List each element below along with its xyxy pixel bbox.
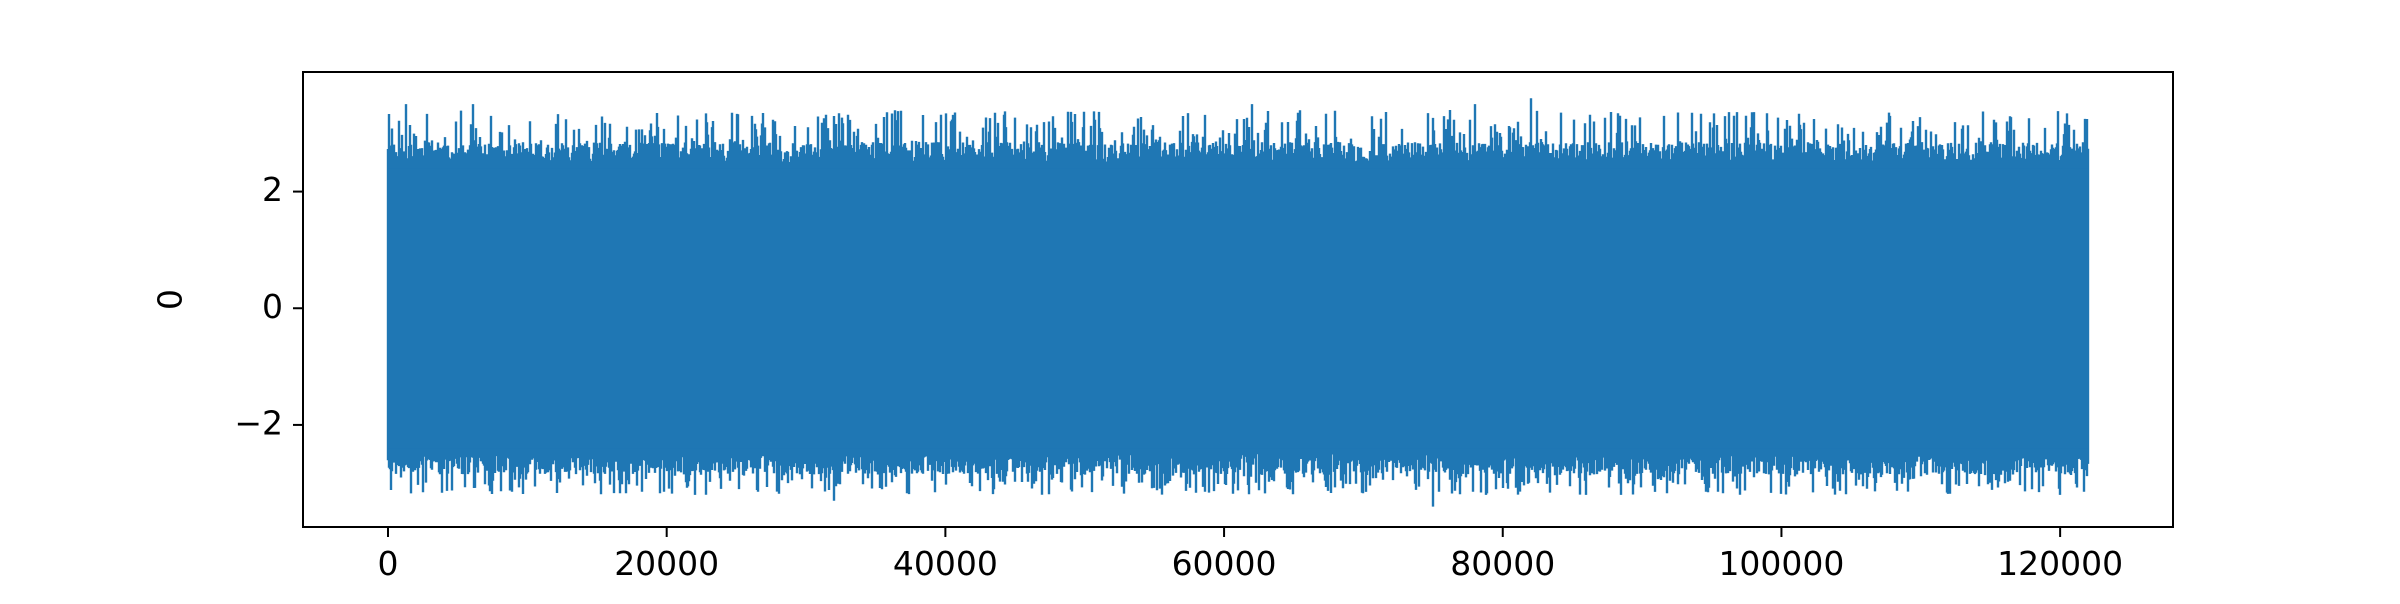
x-tick-label: 20000 (614, 544, 719, 583)
y-axis: −2 0 2 (234, 170, 303, 442)
series-core-band (388, 168, 2088, 449)
y-tick-label: 2 (262, 170, 283, 209)
x-tick-label: 100000 (1718, 544, 1844, 583)
plot-frame (302, 71, 2174, 528)
x-tick-label: 40000 (893, 544, 998, 583)
y-tick-label: −2 (234, 403, 283, 442)
series-layer (386, 98, 2090, 507)
x-tick-label: 120000 (1997, 544, 2123, 583)
y-tick-label: 0 (262, 287, 283, 326)
x-tick-label: 80000 (1450, 544, 1555, 583)
x-tick-label: 0 (378, 544, 399, 583)
x-tick-label: 60000 (1172, 544, 1277, 583)
x-axis: 0 20000 40000 60000 80000 100000 120000 (378, 527, 2123, 583)
y-axis-label: 0 (151, 289, 190, 310)
